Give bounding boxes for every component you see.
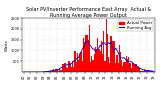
Bar <box>125 62 126 72</box>
Bar <box>56 69 58 72</box>
Bar <box>112 41 113 72</box>
Bar <box>133 63 134 72</box>
Bar <box>62 64 64 72</box>
Bar <box>119 45 120 72</box>
Bar <box>127 59 128 72</box>
Bar <box>107 34 108 72</box>
Bar <box>85 35 86 72</box>
Bar <box>71 67 72 72</box>
Bar <box>79 54 80 72</box>
Bar <box>55 70 56 72</box>
Bar <box>120 52 121 72</box>
Bar <box>92 60 94 72</box>
Bar <box>100 51 101 72</box>
Bar <box>141 71 143 72</box>
Bar <box>113 41 114 72</box>
Bar <box>137 67 138 72</box>
Bar <box>59 68 60 72</box>
Bar <box>146 70 147 72</box>
Bar <box>80 52 82 72</box>
Bar <box>108 57 109 72</box>
Bar <box>70 63 71 72</box>
Bar <box>144 69 145 72</box>
Bar <box>77 53 78 72</box>
Bar <box>96 49 97 72</box>
Bar <box>145 70 146 72</box>
Bar <box>116 55 117 72</box>
Bar <box>73 67 74 72</box>
Bar <box>98 49 100 72</box>
Bar <box>58 71 59 72</box>
Bar <box>60 70 61 72</box>
Bar <box>86 35 88 72</box>
Bar <box>72 61 73 72</box>
Bar <box>51 71 52 72</box>
Bar <box>122 66 124 72</box>
Bar <box>94 54 95 72</box>
Bar <box>102 54 103 72</box>
Bar <box>90 62 91 72</box>
Bar <box>88 40 89 72</box>
Bar <box>136 64 137 72</box>
Bar <box>151 71 152 72</box>
Bar <box>139 68 140 72</box>
Bar <box>143 71 144 72</box>
Bar <box>67 68 68 72</box>
Bar <box>91 56 92 72</box>
Bar <box>110 36 112 72</box>
Bar <box>89 25 90 72</box>
Bar <box>76 62 77 72</box>
Bar <box>82 61 83 72</box>
Bar <box>83 38 84 72</box>
Bar <box>109 63 110 72</box>
Bar <box>132 62 133 72</box>
Bar <box>115 63 116 72</box>
Bar <box>97 38 98 72</box>
Bar <box>65 63 66 72</box>
Bar <box>61 70 62 72</box>
Y-axis label: Watts: Watts <box>5 39 9 51</box>
Bar <box>106 19 107 72</box>
Bar <box>95 48 96 72</box>
Bar <box>140 71 141 72</box>
Bar <box>64 62 65 72</box>
Bar <box>131 68 132 72</box>
Bar <box>126 56 127 72</box>
Title: Solar PV/Inverter Performance East Array  Actual & Running Average Power Output: Solar PV/Inverter Performance East Array… <box>26 7 151 18</box>
Bar <box>52 70 53 72</box>
Bar <box>47 71 48 72</box>
Bar <box>114 41 115 72</box>
Bar <box>78 60 79 72</box>
Bar <box>53 69 54 72</box>
Bar <box>101 41 102 72</box>
Legend: Actual Power, Running Avg: Actual Power, Running Avg <box>118 20 153 31</box>
Bar <box>54 71 55 72</box>
Bar <box>134 65 136 72</box>
Bar <box>68 61 70 72</box>
Bar <box>103 31 104 72</box>
Bar <box>117 63 119 72</box>
Bar <box>74 51 76 72</box>
Bar <box>49 71 51 72</box>
Bar <box>121 60 122 72</box>
Bar <box>149 71 150 72</box>
Bar <box>138 67 139 72</box>
Bar <box>124 62 125 72</box>
Bar <box>104 60 106 72</box>
Bar <box>84 42 85 72</box>
Bar <box>150 71 151 72</box>
Bar <box>147 70 149 72</box>
Bar <box>66 67 67 72</box>
Bar <box>129 63 131 72</box>
Bar <box>128 56 129 72</box>
